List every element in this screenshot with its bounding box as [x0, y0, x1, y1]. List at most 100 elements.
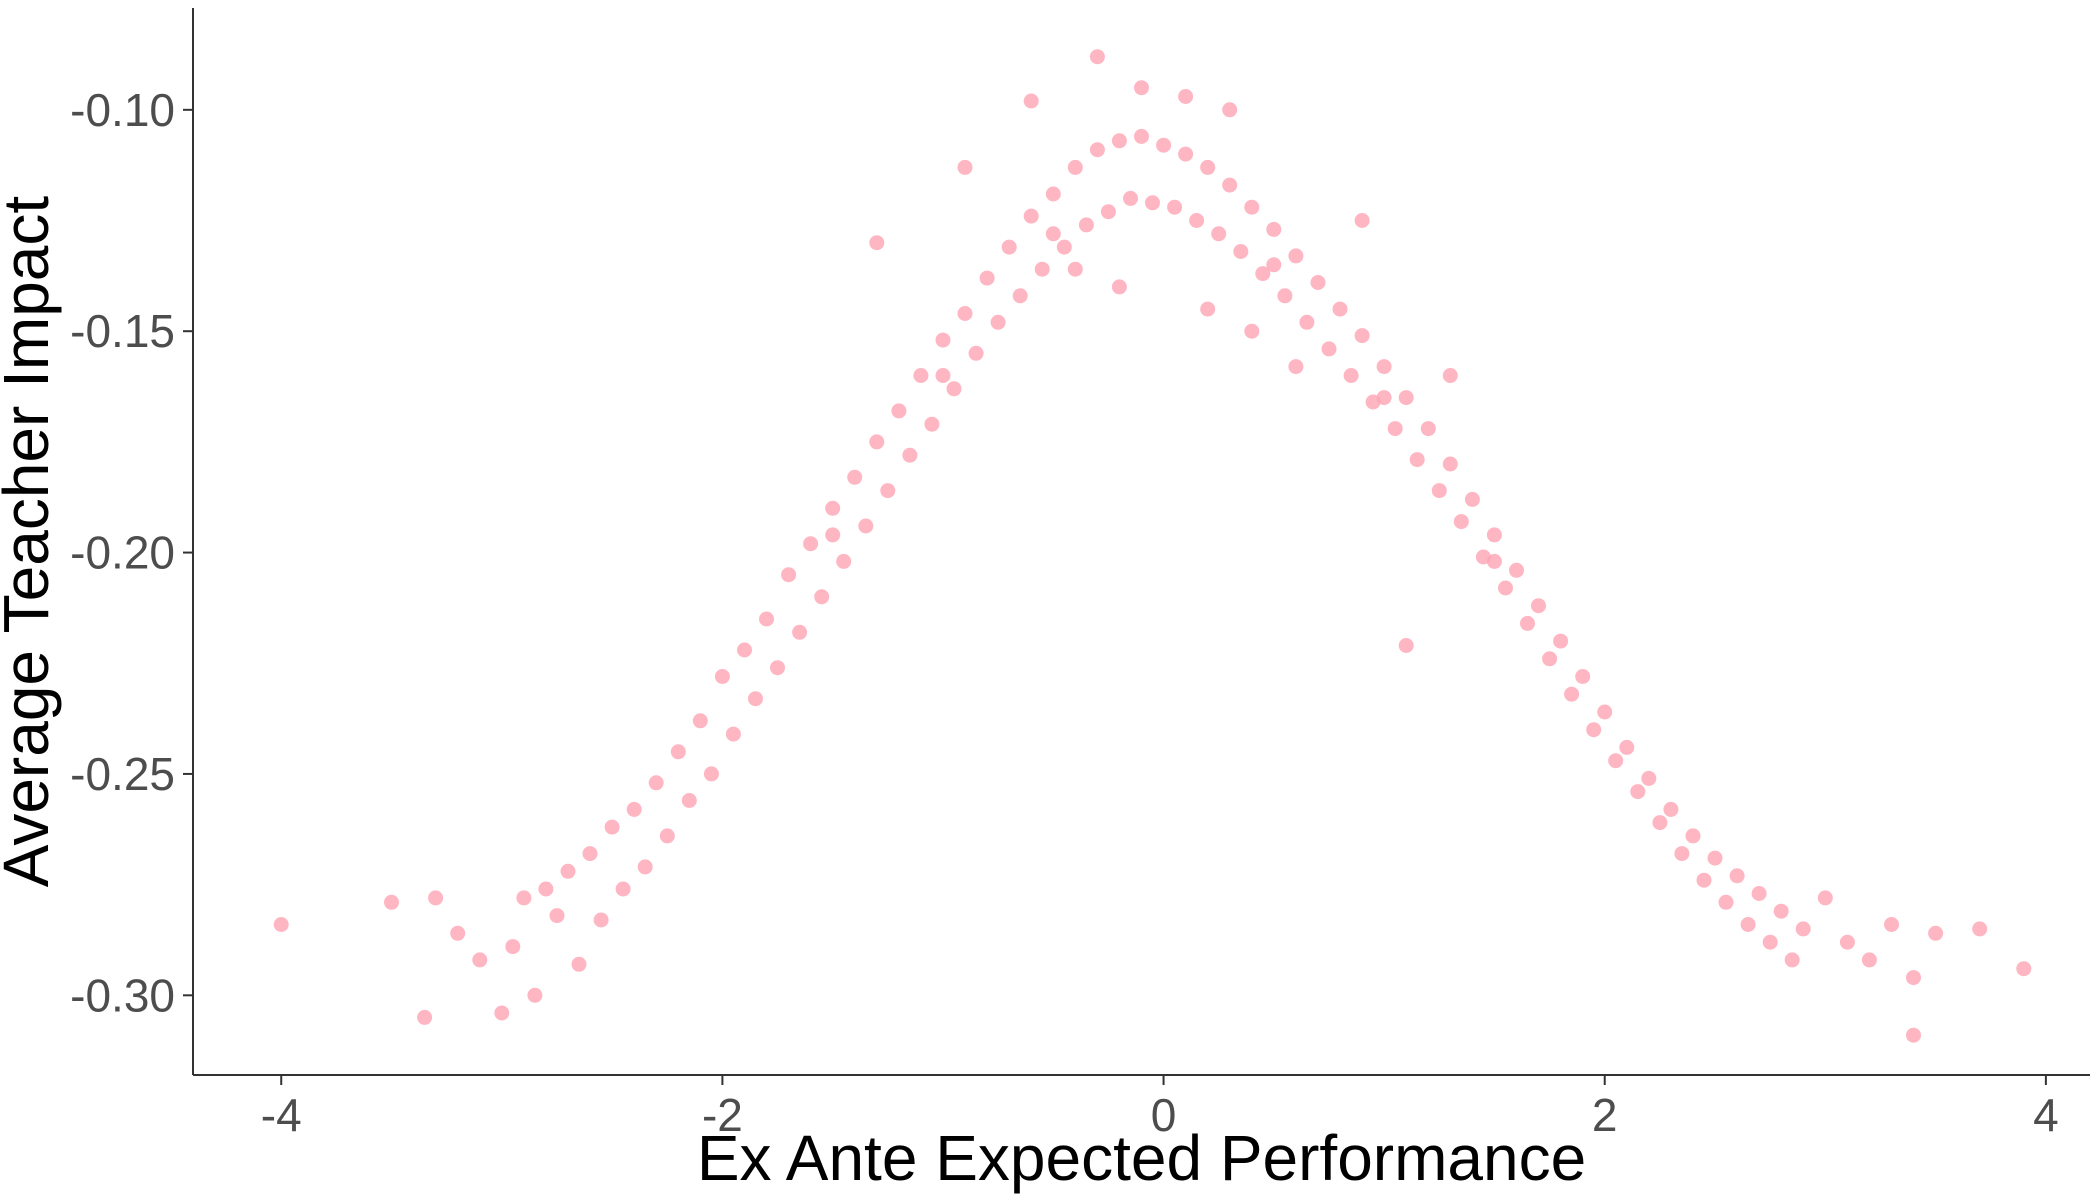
data-point [1277, 288, 1293, 304]
data-point [1111, 133, 1127, 149]
data-point [935, 332, 951, 348]
data-point [1200, 301, 1216, 317]
data-point [384, 894, 399, 910]
y-tick-label: -0.10 [70, 84, 175, 136]
x-tick-label: 2 [1592, 1089, 1618, 1141]
data-point [1839, 934, 1855, 950]
data-point [891, 403, 907, 419]
data-point [1398, 638, 1414, 653]
data-point [1608, 753, 1624, 769]
data-point [1100, 204, 1116, 220]
data-point [1178, 89, 1194, 104]
data-point [1575, 669, 1591, 684]
data-point [1211, 226, 1227, 242]
data-point [990, 314, 1006, 330]
data-point [1067, 159, 1083, 175]
data-point [1784, 952, 1800, 968]
y-axis-ticks: -0.30 -0.25 -0.20 -0.15 -0.10 [70, 84, 193, 1021]
y-tick-label: -0.30 [70, 969, 175, 1021]
data-point [1420, 421, 1436, 437]
data-point [714, 669, 730, 684]
data-point [1288, 248, 1304, 264]
data-point [692, 713, 708, 729]
data-point [1233, 244, 1249, 259]
data-point [527, 987, 543, 1003]
data-point [1630, 784, 1646, 800]
data-point [1034, 261, 1050, 277]
data-point [1674, 846, 1690, 862]
data-point [1266, 257, 1282, 273]
data-point [494, 1005, 510, 1021]
data-point [1145, 195, 1160, 211]
data-point [593, 912, 609, 928]
data-point [2016, 961, 2032, 977]
data-point [1178, 146, 1194, 162]
data-point [450, 925, 466, 941]
data-point [847, 469, 863, 485]
data-point [1354, 213, 1370, 228]
data-point [1453, 514, 1469, 530]
data-point [428, 890, 444, 906]
data-point [770, 660, 785, 676]
y-tick-label: -0.20 [70, 527, 175, 579]
data-point [1134, 80, 1149, 96]
data-point [1762, 934, 1778, 950]
data-point [670, 744, 686, 760]
data-point [1531, 598, 1546, 614]
data-point [1442, 456, 1458, 472]
data-point [1332, 301, 1348, 317]
data-point [1509, 562, 1524, 578]
data-point [560, 863, 576, 879]
data-point [803, 536, 819, 552]
data-point [979, 270, 995, 286]
data-point [913, 368, 929, 383]
data-point [1586, 722, 1602, 738]
data-point [737, 642, 752, 658]
data-point [659, 828, 675, 844]
data-point [1972, 921, 1988, 937]
x-axis-title: Ex Ante Expected Performance [697, 1122, 1586, 1194]
y-tick-label: -0.15 [70, 305, 175, 357]
data-point [935, 368, 951, 383]
data-point [1641, 770, 1657, 786]
x-tick-label: -2 [702, 1089, 743, 1141]
data-point [1696, 872, 1712, 888]
data-point [637, 859, 653, 875]
x-tick-label: 0 [1151, 1089, 1177, 1141]
data-point [1244, 199, 1260, 215]
data-point [1486, 553, 1502, 569]
data-point [1255, 266, 1271, 282]
data-point [549, 908, 565, 924]
data-point [1795, 921, 1811, 937]
data-point [1619, 739, 1635, 755]
y-tick-label: -0.25 [70, 748, 175, 800]
data-point [1222, 102, 1238, 118]
data-point [1597, 704, 1613, 720]
data-point [1023, 93, 1039, 109]
data-point [1012, 288, 1028, 304]
data-point [1200, 159, 1216, 175]
data-point [648, 775, 664, 791]
data-point [417, 1009, 433, 1025]
data-point [1431, 483, 1447, 499]
data-point [1409, 452, 1425, 468]
data-point [1861, 952, 1877, 968]
data-point [1244, 323, 1260, 339]
data-point [1354, 328, 1370, 344]
data-point [1928, 925, 1944, 941]
data-point [626, 801, 642, 817]
data-point [1078, 217, 1094, 233]
data-point [1751, 886, 1767, 901]
x-tick-label: 4 [2033, 1089, 2059, 1141]
data-point [1266, 221, 1282, 237]
data-point [1817, 890, 1833, 906]
data-point [516, 890, 532, 906]
data-point [1167, 199, 1183, 215]
data-point [1906, 970, 1921, 986]
data-point [681, 793, 697, 808]
data-point [1652, 815, 1668, 831]
data-point [472, 952, 488, 968]
data-point [1486, 527, 1502, 543]
data-point [1520, 615, 1535, 631]
